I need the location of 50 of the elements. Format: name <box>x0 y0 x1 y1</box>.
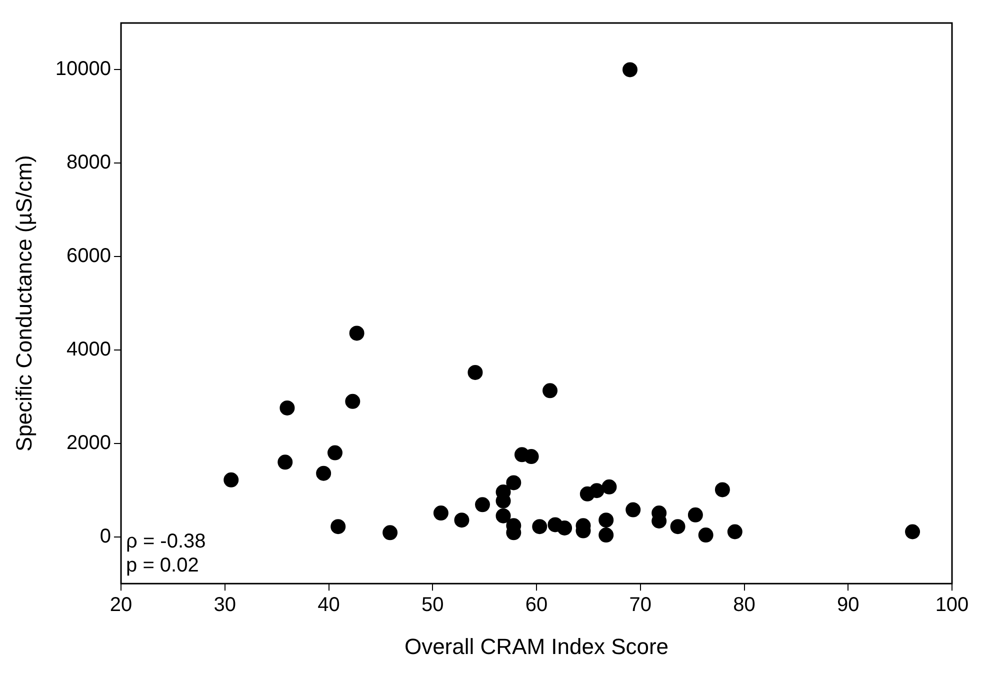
point <box>714 482 730 498</box>
point <box>598 528 614 543</box>
annotation: p = 0.02 <box>126 554 199 577</box>
point <box>224 472 239 488</box>
point <box>327 445 342 460</box>
y-tick-label: 10000 <box>55 58 112 80</box>
y-tick-label: 4000 <box>66 338 112 361</box>
point <box>496 508 511 524</box>
x-tick-label: 70 <box>629 594 652 616</box>
point <box>688 507 703 522</box>
x-tick-label: 30 <box>214 594 236 616</box>
y-axis-title: Specific Conductance (µS/cm) <box>11 155 36 452</box>
y-tick-label: 8000 <box>66 152 112 174</box>
x-tick-label: 90 <box>837 594 860 616</box>
point <box>454 512 470 528</box>
y-tick-label: 0 <box>100 525 112 548</box>
point <box>532 519 548 534</box>
point <box>727 524 742 540</box>
point <box>589 483 604 498</box>
point <box>622 62 638 78</box>
point <box>280 400 295 416</box>
point <box>670 519 686 534</box>
point <box>506 475 522 490</box>
point <box>602 479 617 494</box>
x-tick-label: 40 <box>318 594 340 616</box>
point <box>433 506 448 521</box>
point <box>345 394 360 409</box>
point <box>278 454 293 470</box>
annotation: ρ = -0.38 <box>126 530 206 553</box>
point <box>557 520 572 536</box>
point <box>524 449 539 464</box>
point <box>598 512 614 528</box>
point <box>468 364 483 380</box>
point <box>698 528 714 543</box>
x-tick-label: 100 <box>935 594 969 616</box>
y-tick-label: 2000 <box>66 432 112 454</box>
x-tick-label: 80 <box>733 594 756 616</box>
x-tick-label: 60 <box>525 594 548 616</box>
point <box>542 383 558 398</box>
point <box>316 466 332 481</box>
x-tick-label: 50 <box>422 594 444 616</box>
point <box>474 497 490 512</box>
x-tick-label: 20 <box>110 594 132 616</box>
point <box>905 524 920 540</box>
point <box>349 326 364 341</box>
point <box>330 519 346 534</box>
point <box>382 525 398 540</box>
x-axis-title: Overall CRAM Index Score <box>404 634 669 659</box>
y-tick-label: 6000 <box>66 245 112 268</box>
point <box>626 502 641 518</box>
